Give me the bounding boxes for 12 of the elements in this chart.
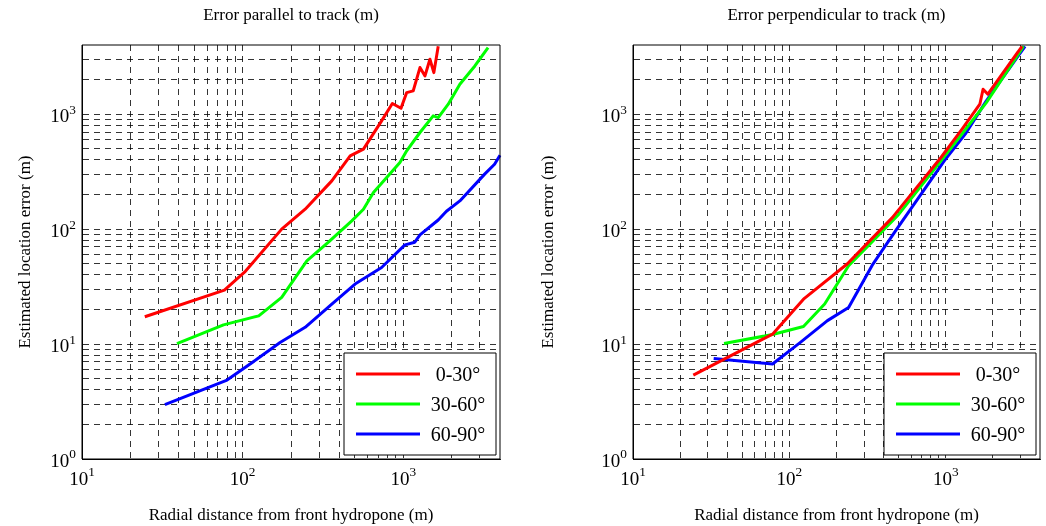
chart-title: Error parallel to track (m): [203, 5, 379, 24]
chart-title: Error perpendicular to track (m): [727, 5, 946, 24]
y-axis-title: Estimated location error (m): [538, 155, 557, 349]
legend-label: 30-60°: [970, 393, 1026, 415]
legend-label: 0-30°: [435, 363, 481, 385]
y-axis-title: Estimated location error (m): [15, 155, 34, 349]
legend-label: 60-90°: [430, 423, 486, 445]
x-axis-title: Radial distance from front hydropone (m): [148, 505, 434, 524]
legend-label: 60-90°: [970, 423, 1026, 445]
legend-label: 30-60°: [430, 393, 486, 415]
legend-label: 0-30°: [975, 363, 1021, 385]
x-axis-title: Radial distance from front hydropone (m): [694, 505, 979, 524]
